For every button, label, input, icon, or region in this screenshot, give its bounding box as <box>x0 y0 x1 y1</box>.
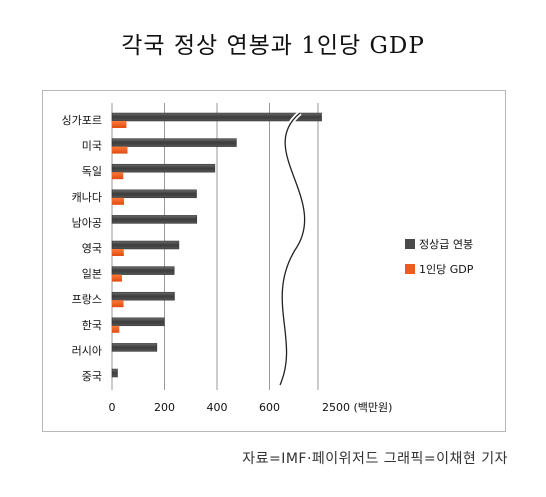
x-tick-label: 400 <box>207 401 228 414</box>
x-tick-label: 600 <box>259 401 280 414</box>
bar-salary <box>111 112 322 122</box>
legend-swatch <box>405 239 415 249</box>
axis-break-line <box>279 112 306 386</box>
bar-gdp <box>112 172 124 180</box>
bar-gdp <box>112 197 125 205</box>
category-label: 프랑스 <box>72 293 102 306</box>
bar-salary <box>111 317 165 327</box>
bar-gdp <box>112 300 124 308</box>
bar-gdp <box>112 325 120 333</box>
chart-title: 각국 정상 연봉과 1인당 GDP <box>121 33 425 59</box>
category-label: 캐나다 <box>72 191 102 204</box>
category-label: 독일 <box>82 164 102 178</box>
bar-salary <box>111 138 237 147</box>
bar-salary <box>111 215 198 224</box>
category-label: 미국 <box>82 140 102 153</box>
x-tick-label: 2500 (백만원) <box>322 401 392 414</box>
bar-salary <box>111 368 118 378</box>
bar-salary <box>111 343 158 352</box>
bar-gdp <box>112 146 128 154</box>
legend-label: 1인당 GDP <box>419 263 474 276</box>
source-note: 자료=IMF·페이위저드 그래픽=이채현 기자 <box>242 451 508 467</box>
bar-gdp <box>112 121 127 128</box>
category-label: 일본 <box>82 267 102 281</box>
x-tick-label: 200 <box>154 401 175 414</box>
bars <box>111 111 322 387</box>
bar-gdp <box>112 249 124 256</box>
category-label: 한국 <box>82 319 102 332</box>
axis-break-band <box>277 111 308 387</box>
category-label: 러시아 <box>72 344 102 357</box>
legend-label: 정상급 연봉 <box>419 238 473 251</box>
category-label: 중국 <box>82 370 102 383</box>
category-label: 영국 <box>82 242 102 255</box>
bar-salary <box>111 266 175 275</box>
category-label: 싱가포르 <box>62 114 102 127</box>
x-tick-label: 0 <box>109 401 116 414</box>
category-label: 남아공 <box>72 216 102 229</box>
bar-salary <box>111 163 216 173</box>
bar-salary <box>111 291 175 301</box>
legend: 정상급 연봉 1인당 GDP <box>405 238 474 276</box>
bar-salary <box>111 240 180 250</box>
bar-gdp <box>112 274 122 282</box>
legend-swatch <box>405 264 415 274</box>
bar-salary <box>111 189 197 199</box>
x-tick-labels: 0 200 400 600 2500 (백만원) <box>109 401 393 414</box>
